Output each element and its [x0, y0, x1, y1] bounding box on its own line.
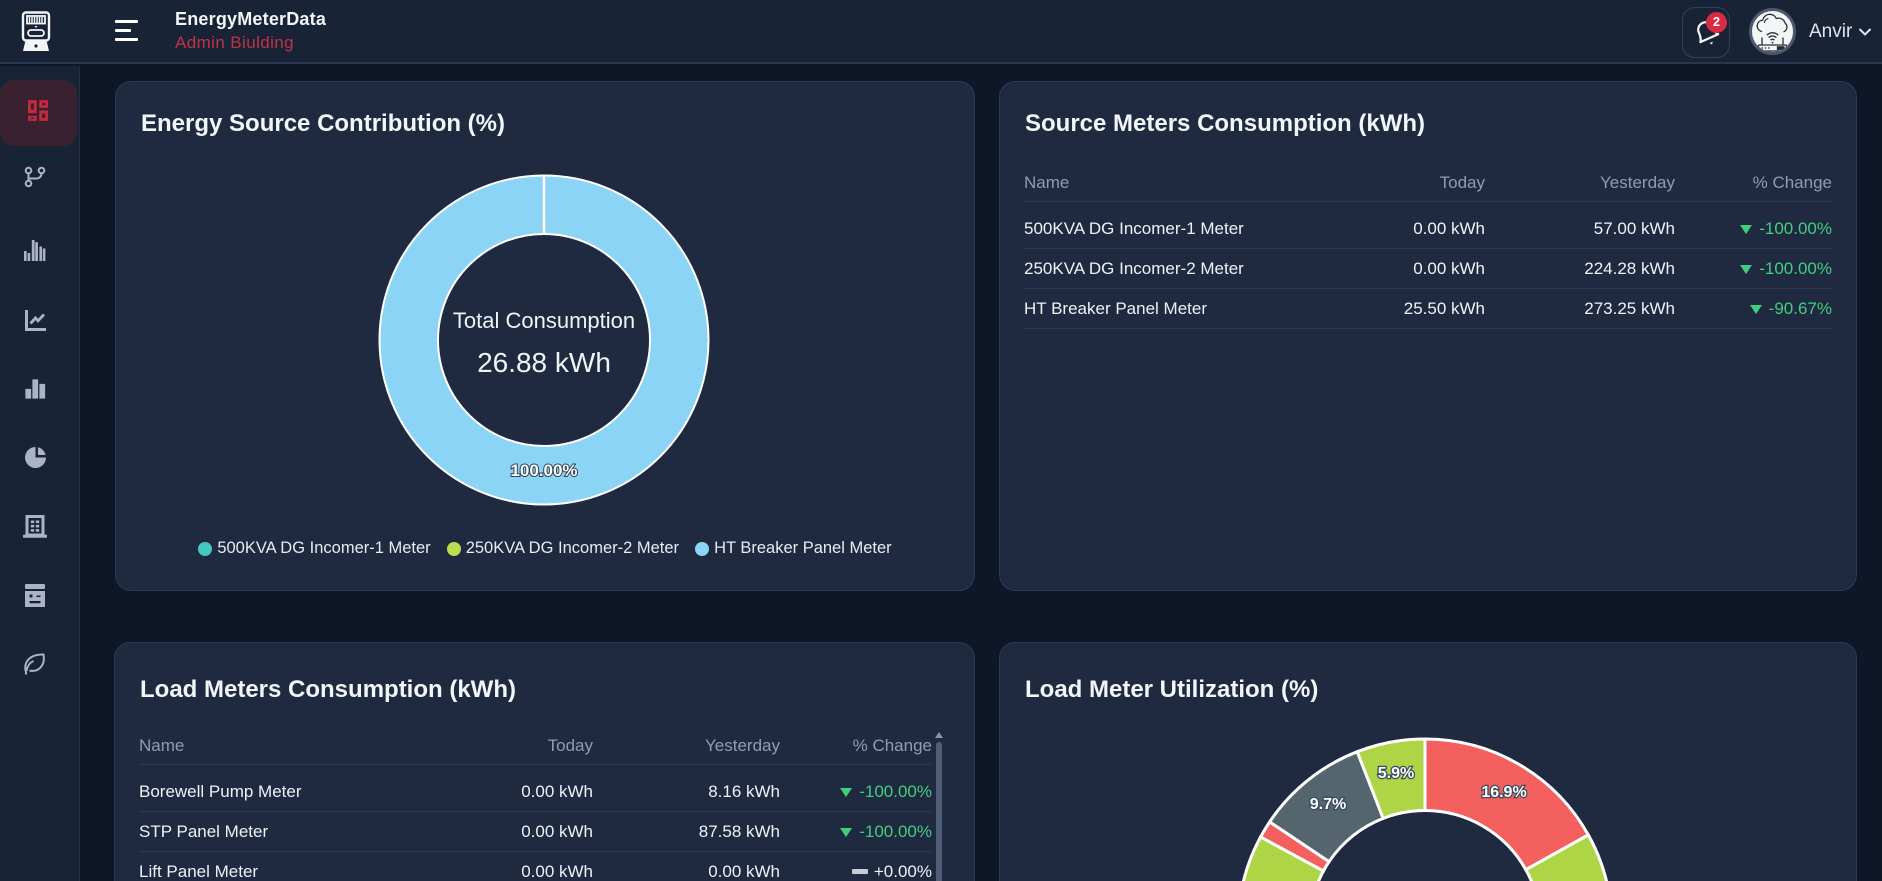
svg-text:26.88 kWh: 26.88 kWh — [477, 347, 611, 378]
svg-text:5.9%: 5.9% — [1378, 765, 1414, 782]
svg-text:Total Consumption: Total Consumption — [453, 308, 635, 333]
svg-text:16.9%: 16.9% — [1481, 784, 1526, 801]
svg-text:100.00%: 100.00% — [510, 461, 577, 480]
svg-text:9.7%: 9.7% — [1310, 796, 1346, 813]
